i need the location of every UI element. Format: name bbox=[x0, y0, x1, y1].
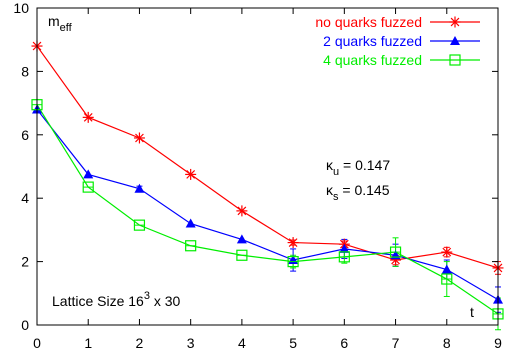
x-tick-label: 4 bbox=[238, 335, 246, 351]
data-point-series-2 bbox=[236, 249, 248, 261]
x-tick-label: 1 bbox=[84, 335, 92, 351]
y-axis-label-sub: eff bbox=[60, 22, 73, 34]
x-tick-label: 9 bbox=[494, 335, 502, 351]
data-point-series-1 bbox=[185, 218, 196, 228]
legend-label-0: no quarks fuzzed bbox=[315, 14, 422, 30]
legend-label-2: 4 quarks fuzzed bbox=[323, 52, 422, 68]
data-point-series-1 bbox=[441, 264, 452, 274]
x-tick-label: 5 bbox=[289, 335, 297, 351]
x-tick-label: 8 bbox=[443, 335, 451, 351]
y-tick-label: 6 bbox=[21, 127, 29, 143]
x-axis-label: t bbox=[470, 304, 474, 320]
series-line-1 bbox=[36, 109, 499, 301]
data-point-series-2 bbox=[82, 181, 94, 193]
lattice-prefix: Lattice Size 16 bbox=[52, 293, 144, 309]
data-point-series-2 bbox=[441, 273, 453, 285]
kappa-u-value: = 0.147 bbox=[339, 157, 390, 173]
legend-marker-2 bbox=[449, 54, 461, 66]
data-point-series-2 bbox=[133, 219, 146, 231]
x-tick-label: 6 bbox=[340, 335, 348, 351]
plot-frame bbox=[36, 7, 499, 326]
series-lines bbox=[36, 45, 499, 315]
kappa-u-symbol: κ bbox=[326, 157, 334, 173]
y-tick-label: 8 bbox=[21, 63, 29, 79]
kappa-s-value: = 0.145 bbox=[339, 182, 390, 198]
data-point-series-1 bbox=[339, 243, 350, 253]
series-line-0 bbox=[36, 45, 499, 269]
data-point-series-2 bbox=[185, 240, 197, 252]
legend-label-1: 2 quarks fuzzed bbox=[323, 33, 422, 49]
data-point-series-0 bbox=[133, 132, 145, 144]
data-point-series-2 bbox=[389, 246, 402, 258]
y-axis-label: meff bbox=[48, 13, 73, 34]
kappa-s-annotation: κs = 0.145 bbox=[326, 182, 390, 203]
data-point-series-0 bbox=[185, 168, 197, 180]
data-point-series-2 bbox=[338, 251, 350, 263]
axis-ticks: 0 1 2 3 4 5 6 7 8 9 0 2 4 6 8 10 bbox=[13, 0, 502, 351]
x-tick-label: 0 bbox=[33, 335, 41, 351]
y-axis-label-main: m bbox=[48, 13, 60, 29]
data-point-series-0 bbox=[82, 111, 94, 123]
y-tick-label: 0 bbox=[21, 317, 29, 333]
x-tick-label: 3 bbox=[187, 335, 195, 351]
data-point-series-2 bbox=[287, 256, 299, 268]
lattice-suffix: x 30 bbox=[150, 293, 181, 309]
legend-marker-1 bbox=[450, 36, 460, 45]
kappa-u-sub: u bbox=[333, 166, 339, 178]
legend: no quarks fuzzed 2 quarks fuzzed 4 quarks … bbox=[315, 14, 480, 68]
lattice-size-annotation: Lattice Size 163 x 30 bbox=[52, 290, 181, 309]
data-point-series-0 bbox=[236, 205, 248, 217]
data-point-series-0 bbox=[441, 246, 453, 258]
y-tick-label: 2 bbox=[21, 254, 29, 270]
data-point-series-1 bbox=[236, 234, 247, 244]
data-point-series-0 bbox=[287, 237, 299, 249]
data-point-series-1 bbox=[134, 183, 145, 193]
x-tick-label: 2 bbox=[136, 335, 144, 351]
x-tick-label: 7 bbox=[392, 335, 400, 351]
kappa-s-symbol: κ bbox=[326, 182, 334, 198]
data-point-series-1 bbox=[83, 169, 94, 179]
lattice-exponent: 3 bbox=[144, 290, 150, 302]
kappa-u-annotation: κu = 0.147 bbox=[326, 157, 390, 178]
y-tick-label: 10 bbox=[13, 0, 29, 16]
series-line-2 bbox=[36, 104, 499, 315]
legend-marker-0 bbox=[449, 16, 461, 28]
kappa-s-sub: s bbox=[333, 191, 339, 203]
y-tick-label: 4 bbox=[21, 190, 29, 206]
